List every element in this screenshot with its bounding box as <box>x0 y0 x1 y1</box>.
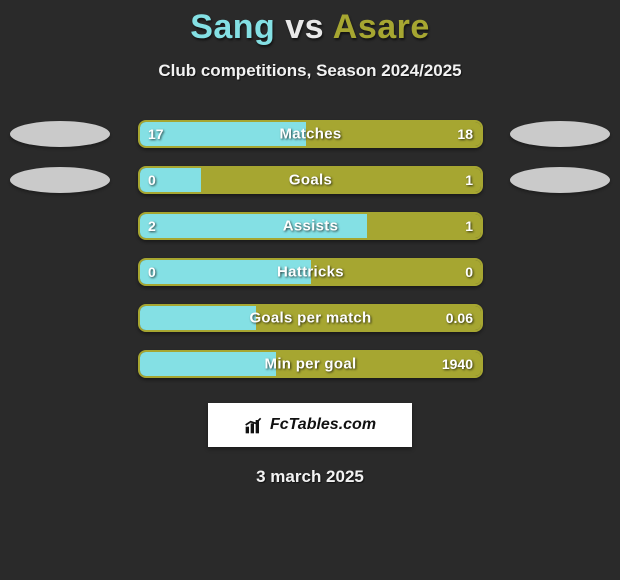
stat-row: 21Assists <box>0 211 620 241</box>
player1-logo-placeholder <box>10 167 110 193</box>
stat-bar: 21Assists <box>138 212 483 240</box>
brand-badge[interactable]: FcTables.com <box>208 403 412 447</box>
stat-label: Goals per match <box>140 310 481 327</box>
stat-label: Min per goal <box>140 356 481 373</box>
stat-label: Assists <box>140 218 481 235</box>
stat-bar: 00Hattricks <box>138 258 483 286</box>
title-player2: Asare <box>333 8 430 46</box>
stats-rows: 1718Matches 01Goals 21Assists 00Hattricks 0.… <box>0 119 620 379</box>
title-vs: vs <box>285 8 324 46</box>
title: Sang vs Asare <box>0 8 620 47</box>
title-player1: Sang <box>190 8 275 46</box>
player2-logo-placeholder <box>510 167 610 193</box>
stat-label: Matches <box>140 126 481 143</box>
stat-label: Goals <box>140 172 481 189</box>
player1-logo-placeholder <box>10 121 110 147</box>
stat-row: 1940Min per goal <box>0 349 620 379</box>
stat-row: 01Goals <box>0 165 620 195</box>
stat-bar: 0.06Goals per match <box>138 304 483 332</box>
stat-label: Hattricks <box>140 264 481 281</box>
stat-bar: 01Goals <box>138 166 483 194</box>
date-line: 3 march 2025 <box>0 467 620 487</box>
stat-row: 0.06Goals per match <box>0 303 620 333</box>
subtitle: Club competitions, Season 2024/2025 <box>0 61 620 81</box>
stat-row: 1718Matches <box>0 119 620 149</box>
comparison-card: Sang vs Asare Club competitions, Season … <box>0 0 620 487</box>
stat-row: 00Hattricks <box>0 257 620 287</box>
player2-logo-placeholder <box>510 121 610 147</box>
brand-text: FcTables.com <box>270 416 376 434</box>
stat-bar: 1940Min per goal <box>138 350 483 378</box>
stat-bar: 1718Matches <box>138 120 483 148</box>
brand-logo-icon <box>244 415 264 435</box>
